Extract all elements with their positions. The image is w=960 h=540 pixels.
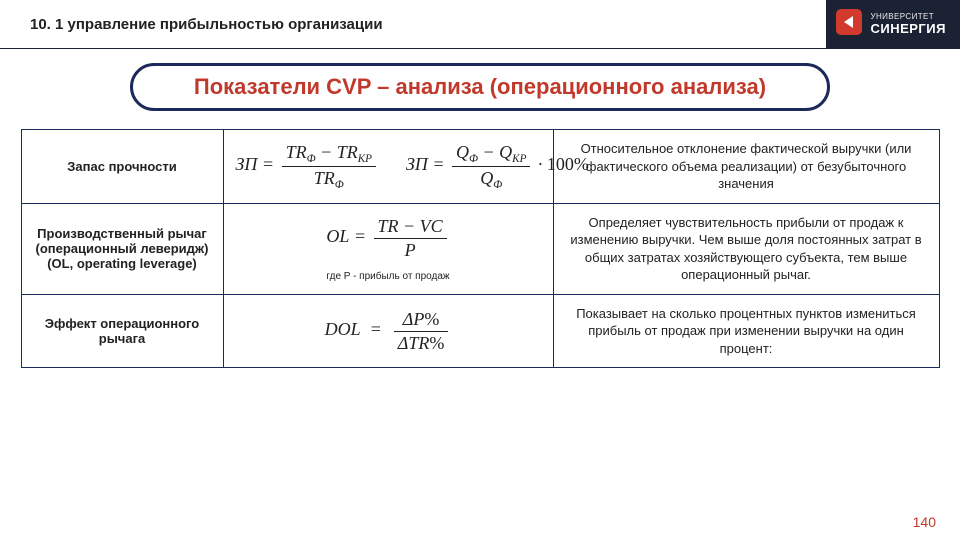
row-formula: ЗП = TRФ − TRКРTRФ ЗП = QФ − QКРQФ · 100… [223,130,553,204]
row-formula: OL = TR − VCP где P - прибыль от продаж [223,203,553,294]
row-name: Запас прочности [21,130,223,204]
indicators-table: Запас прочности ЗП = TRФ − TRКРTRФ ЗП = … [21,129,940,368]
brand-bottom: СИНЕРГИЯ [870,21,946,36]
row-desc: Показывает на сколько процентных пунктов… [553,294,939,368]
top-divider [0,48,960,49]
formula-note: где P - прибыль от продаж [236,271,541,282]
brand-badge: УНИВЕРСИТЕТ СИНЕРГИЯ [826,0,960,48]
table-row: Эффект операционного рычага DOL = ΔP%ΔTR… [21,294,939,368]
chapter-title: Показатели CVP – анализа (операционного … [130,63,830,111]
table-row: Производственный рычаг (операционный лев… [21,203,939,294]
brand-top: УНИВЕРСИТЕТ [870,12,934,21]
brand-text: УНИВЕРСИТЕТ СИНЕРГИЯ [870,12,946,37]
section-title: 10. 1 управление прибыльностью организац… [30,16,383,33]
top-bar: 10. 1 управление прибыльностью организац… [0,0,960,48]
row-desc: Определяет чувствительность прибыли от п… [553,203,939,294]
row-name: Эффект операционного рычага [21,294,223,368]
row-formula: DOL = ΔP%ΔTR% [223,294,553,368]
row-name: Производственный рычаг (операционный лев… [21,203,223,294]
row-desc: Относительное отклонение фактической выр… [553,130,939,204]
table-row: Запас прочности ЗП = TRФ − TRКРTRФ ЗП = … [21,130,939,204]
page-number: 140 [913,514,936,530]
brand-logo-icon [836,9,862,40]
